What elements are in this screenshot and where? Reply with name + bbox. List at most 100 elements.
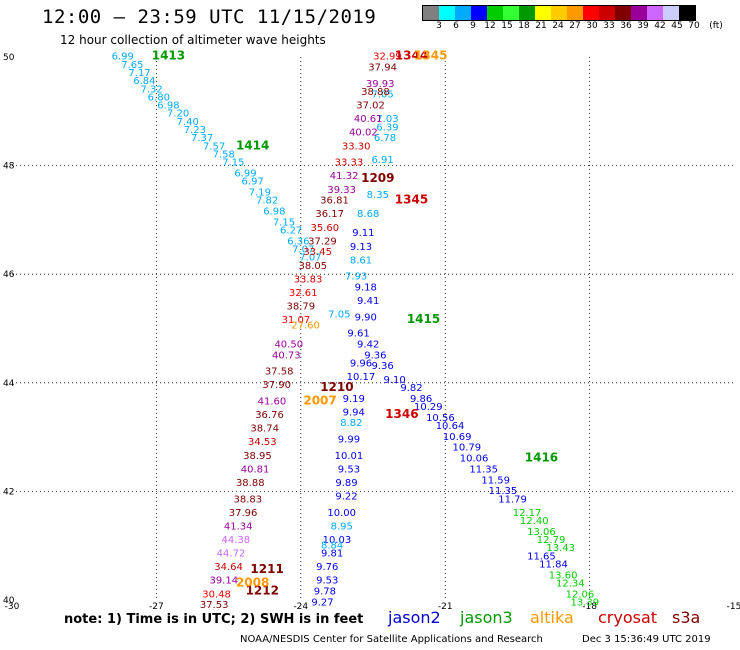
- data-point-label: 27.60: [291, 321, 320, 332]
- data-point-label: 30.48: [202, 589, 231, 600]
- data-point-label: 8.82: [340, 418, 362, 429]
- legend-jason2: jason2: [388, 608, 441, 627]
- data-point-label: 8.35: [367, 190, 389, 201]
- data-point-label: 9.11: [352, 228, 374, 239]
- data-point-label: 11.59: [481, 475, 510, 486]
- data-point-label: 9.61: [347, 329, 369, 340]
- colorbar-label: (ft): [709, 21, 723, 31]
- data-point-label: 41.34: [224, 521, 253, 532]
- data-point-label: 12.06: [566, 589, 595, 600]
- data-point-label: 6.39: [376, 122, 398, 133]
- data-point-label: 9.53: [316, 576, 338, 587]
- data-point-label: 40.61: [354, 114, 383, 125]
- data-point-label: 31.07: [282, 315, 311, 326]
- time-label: 1212: [246, 584, 279, 598]
- data-point-label: 9.10: [384, 375, 406, 386]
- colorbar-swatch: [455, 6, 471, 20]
- y-tick-label: 44: [3, 379, 15, 389]
- x-tick-label: -15: [727, 602, 740, 612]
- data-point-label: 34.64: [214, 562, 243, 573]
- colorbar-swatch: [631, 6, 647, 20]
- data-point-label: 9.53: [338, 464, 360, 475]
- data-point-label: 6.91: [371, 155, 393, 166]
- data-point-label: 10.69: [443, 432, 472, 443]
- data-point-label: 6.80: [148, 92, 170, 103]
- data-point-label: 38.88: [236, 478, 265, 489]
- colorbar-swatch: [583, 6, 599, 20]
- time-label: 1211: [250, 562, 283, 576]
- colorbar-label: 42: [654, 21, 666, 31]
- colorbar-swatch: [487, 6, 503, 20]
- colorbar-label: 45: [671, 21, 683, 31]
- colorbar-swatch: [567, 6, 583, 20]
- data-point-label: 8.61: [350, 255, 372, 266]
- colorbar-swatch: [599, 6, 615, 20]
- data-point-label: 13.39: [570, 597, 599, 608]
- colorbar-label: 27: [569, 21, 581, 31]
- data-point-label: 13.43: [546, 543, 575, 554]
- data-point-label: 7.07: [299, 253, 321, 264]
- time-label: 1346: [385, 407, 418, 421]
- data-point-label: 9.82: [400, 383, 422, 394]
- data-point-label: 38.79: [286, 301, 315, 312]
- y-tick-label: 48: [3, 162, 15, 172]
- data-point-label: 9.89: [335, 478, 357, 489]
- data-point-label: 12.34: [556, 578, 585, 589]
- data-point-label: 10.03: [323, 535, 352, 546]
- colorbar-label: 12: [484, 21, 496, 31]
- colorbar-swatch: [679, 6, 695, 20]
- colorbar-swatch: [503, 6, 519, 20]
- time-label: 1345: [414, 49, 447, 63]
- colorbar-swatch: [471, 6, 487, 20]
- colorbar-label: 39: [637, 21, 649, 31]
- data-point-label: 10.56: [426, 413, 455, 424]
- data-point-label: 7.65: [121, 60, 143, 71]
- data-point-label: 39.93: [366, 79, 395, 90]
- time-label: 1345: [395, 193, 428, 207]
- data-point-label: 9.99: [338, 435, 360, 446]
- data-point-label: 6.78: [374, 133, 396, 144]
- colorbar-label: 30: [586, 21, 598, 31]
- data-point-label: 9.76: [316, 562, 338, 573]
- data-point-label: 12.79: [537, 535, 566, 546]
- data-point-label: 38.88: [361, 87, 390, 98]
- legend-s3a: s3a: [672, 608, 701, 627]
- data-point-label: 6.84: [133, 76, 155, 87]
- data-point-label: 37.90: [262, 380, 291, 391]
- data-point-label: 33.45: [303, 247, 332, 258]
- data-point-label: 9.36: [371, 361, 393, 372]
- colorbar-label: 33: [603, 21, 615, 31]
- x-tick-label: -27: [149, 602, 164, 612]
- data-point-label: 11.35: [489, 486, 518, 497]
- data-point-label: 12.40: [520, 516, 549, 527]
- data-point-label: 37.94: [368, 63, 397, 74]
- data-point-label: 10.06: [460, 454, 489, 465]
- time-label: 1414: [236, 138, 269, 152]
- data-point-label: 44.38: [221, 535, 250, 546]
- data-point-label: 32.99: [373, 52, 402, 63]
- legend-cryosat: cryosat: [598, 608, 658, 627]
- data-point-label: 39.33: [327, 185, 356, 196]
- data-point-label: 10.01: [335, 451, 364, 462]
- data-point-label: 6.27: [280, 225, 302, 236]
- data-point-label: 7.19: [249, 187, 271, 198]
- colorbar-label: 15: [501, 21, 513, 31]
- time-label: 1415: [407, 312, 440, 326]
- data-point-label: 33.33: [335, 158, 364, 169]
- data-point-label: 7.57: [203, 141, 225, 152]
- data-point-label: 7.17: [128, 68, 150, 79]
- data-point-label: 33.30: [342, 141, 371, 152]
- colorbar-swatch: [647, 6, 663, 20]
- legend-jason3: jason3: [460, 608, 513, 627]
- data-point-label: 6.98: [157, 101, 179, 112]
- data-point-label: 7.23: [184, 125, 206, 136]
- x-tick-label: -18: [582, 602, 597, 612]
- data-point-label: 13.60: [549, 570, 578, 581]
- data-point-label: 7.07: [292, 244, 314, 255]
- colorbar-label: 18: [518, 21, 530, 31]
- credit-text: NOAA/NESDIS Center for Satellite Applica…: [240, 634, 543, 645]
- data-point-label: 40.02: [349, 128, 378, 139]
- data-point-label: 7.15: [273, 217, 295, 228]
- data-point-label: 11.84: [539, 559, 568, 570]
- colorbar-swatch: [615, 6, 631, 20]
